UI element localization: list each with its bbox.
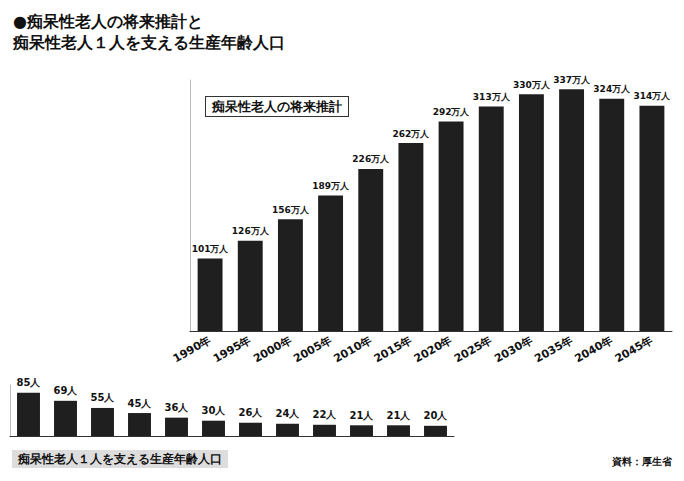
svg-text:21人: 21人 xyxy=(387,410,412,421)
svg-text:痴呆性老人１人を支える生産年齢人口: 痴呆性老人１人を支える生産年齢人口 xyxy=(17,452,222,466)
svg-text:337万人: 337万人 xyxy=(553,75,591,85)
svg-text:324万人: 324万人 xyxy=(593,84,631,94)
svg-text:2035年: 2035年 xyxy=(532,333,575,365)
svg-text:2030年: 2030年 xyxy=(492,333,535,365)
svg-text:156万人: 156万人 xyxy=(272,205,310,215)
svg-text:資料：厚生省: 資料：厚生省 xyxy=(611,456,673,468)
svg-text:313万人: 313万人 xyxy=(473,92,511,102)
svg-text:22人: 22人 xyxy=(313,409,338,420)
svg-text:1995年: 1995年 xyxy=(211,333,254,365)
svg-text:痴呆性老人の将来推計: 痴呆性老人の将来推計 xyxy=(211,99,342,114)
svg-text:2040年: 2040年 xyxy=(572,333,615,365)
svg-text:85人: 85人 xyxy=(17,377,42,388)
svg-text:21人: 21人 xyxy=(350,410,375,421)
svg-text:126万人: 126万人 xyxy=(232,226,270,236)
svg-text:45人: 45人 xyxy=(128,398,153,409)
svg-text:330万人: 330万人 xyxy=(513,80,551,90)
svg-text:36人: 36人 xyxy=(165,402,190,413)
svg-text:2025年: 2025年 xyxy=(452,333,495,365)
svg-text:痴呆性老人１人を支える生産年齢人口: 痴呆性老人１人を支える生産年齢人口 xyxy=(12,33,285,52)
svg-text:2000年: 2000年 xyxy=(251,333,294,365)
svg-text:101万人: 101万人 xyxy=(192,244,230,254)
svg-text:314万人: 314万人 xyxy=(634,91,672,101)
svg-text:55人: 55人 xyxy=(91,392,116,403)
svg-text:30人: 30人 xyxy=(202,405,227,416)
svg-text:2010年: 2010年 xyxy=(331,333,374,365)
svg-text:2045年: 2045年 xyxy=(613,333,656,365)
svg-text:2020年: 2020年 xyxy=(412,333,455,365)
svg-text:189万人: 189万人 xyxy=(312,181,350,191)
svg-text:2005年: 2005年 xyxy=(291,333,334,365)
svg-text:●痴呆性老人の将来推計と: ●痴呆性老人の将来推計と xyxy=(13,12,203,31)
svg-text:226万人: 226万人 xyxy=(352,154,390,164)
svg-text:262万人: 262万人 xyxy=(393,129,431,139)
svg-text:69人: 69人 xyxy=(54,385,79,396)
svg-text:2015年: 2015年 xyxy=(372,333,415,365)
svg-text:292万人: 292万人 xyxy=(433,107,471,117)
svg-text:1990年: 1990年 xyxy=(171,333,214,365)
svg-text:26人: 26人 xyxy=(239,407,264,418)
svg-text:24人: 24人 xyxy=(276,408,301,419)
svg-text:20人: 20人 xyxy=(424,410,449,421)
